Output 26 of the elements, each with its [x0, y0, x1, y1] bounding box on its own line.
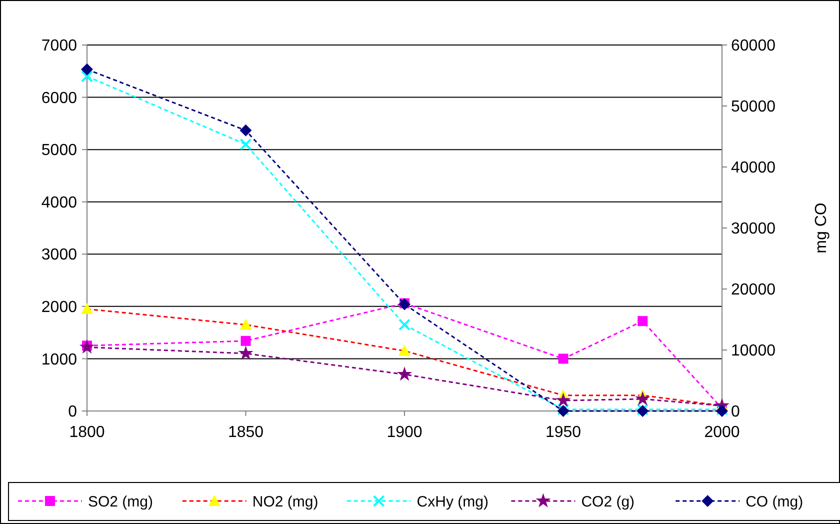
- y2-axis-title: mg CO: [813, 202, 830, 254]
- y-tick-label: 1000: [41, 351, 78, 368]
- legend-label: CO (mg): [746, 493, 804, 510]
- x-tick-label: 2000: [704, 424, 740, 441]
- x-tick-label: 1900: [386, 424, 422, 441]
- legend-label: CxHy (mg): [416, 493, 488, 510]
- legend-label: CO2 (g): [581, 493, 635, 510]
- y2-tick-label: 10000: [731, 342, 776, 360]
- y2-tick-label: 20000: [731, 282, 776, 299]
- y2-tick-label: 40000: [731, 160, 776, 177]
- y2-tick-label: 50000: [731, 98, 776, 116]
- x-tick-label: 1800: [69, 424, 105, 441]
- y-tick-label: 5000: [41, 142, 78, 160]
- x-tick-label: 1850: [228, 424, 264, 441]
- legend-label: NO2 (mg): [252, 493, 318, 510]
- y-tick-label: 4000: [41, 194, 78, 212]
- legend-label: SO2 (mg): [88, 493, 154, 510]
- y2-tick-label: 30000: [731, 220, 776, 238]
- y-tick-label: 2000: [41, 299, 78, 316]
- y2-tick-label: 60000: [731, 38, 776, 55]
- x-tick-label: 1950: [545, 424, 582, 441]
- y-tick-label: 3000: [41, 246, 78, 264]
- y2-tick-label: 0: [731, 404, 740, 421]
- y-tick-label: 7000: [41, 38, 78, 55]
- y-tick-label: 0: [68, 404, 78, 421]
- y-tick-label: 6000: [41, 90, 78, 107]
